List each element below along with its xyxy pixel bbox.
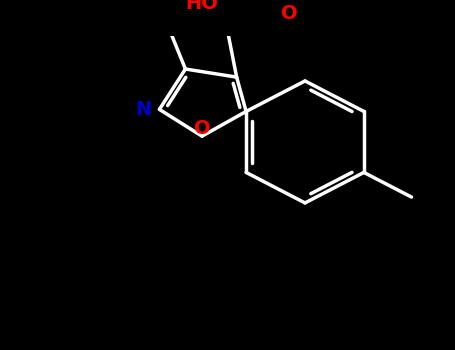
Text: N: N (135, 100, 152, 119)
Text: O: O (194, 119, 210, 139)
Text: O: O (281, 4, 298, 23)
Text: HO: HO (185, 0, 217, 13)
